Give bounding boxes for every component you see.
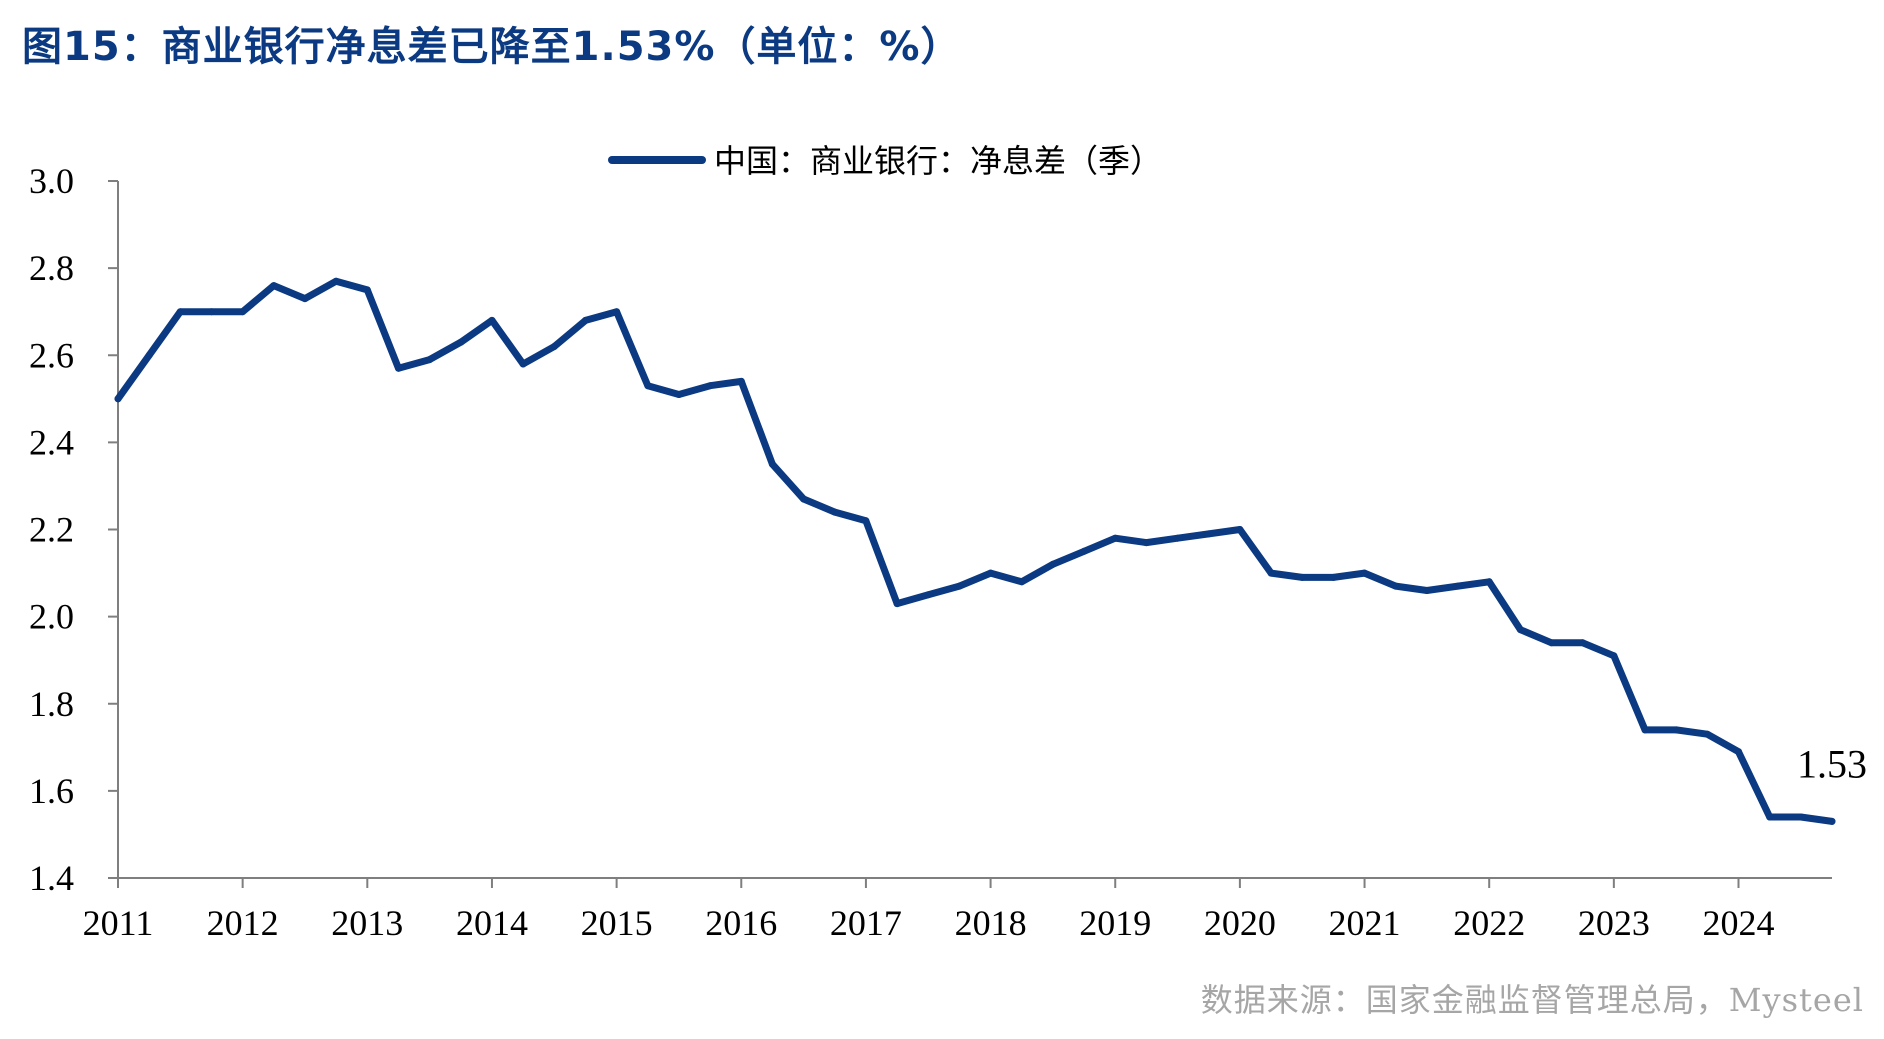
data-point: [1454, 582, 1462, 590]
y-tick-label: 2.4: [29, 422, 74, 462]
y-tick-label: 1.8: [29, 684, 74, 724]
data-point: [176, 308, 184, 316]
data-label: 1.53: [1797, 741, 1867, 786]
data-point: [613, 308, 621, 316]
data-point: [800, 495, 808, 503]
y-tick-label: 2.6: [29, 335, 74, 375]
x-tick-label: 2012: [207, 903, 279, 943]
data-point: [1423, 587, 1431, 594]
y-tick-label: 3.0: [29, 161, 74, 201]
data-point: [675, 391, 683, 398]
data-point: [239, 308, 247, 316]
x-tick-label: 2016: [705, 903, 777, 943]
data-point: [1703, 730, 1711, 738]
y-axis: 1.4 1.6 1.8 2.0 2.2 2.4 2.6 2.8 3.0: [29, 161, 119, 898]
data-point: [768, 460, 776, 468]
x-tick-label: 2024: [1703, 903, 1775, 943]
data-point: [145, 351, 153, 359]
data-point: [1361, 569, 1368, 577]
x-axis: 2011 2012 2013 2014 2015 2016 2017 2018 2019 2020…: [83, 877, 1832, 943]
y-tick-label: 2.2: [29, 510, 74, 550]
data-point: [1018, 578, 1026, 586]
x-tick-label: 2013: [331, 903, 403, 943]
source-note: 数据来源：国家金融监督管理总局，Mysteel: [1200, 981, 1864, 1019]
data-point: [1766, 813, 1774, 821]
data-point: [457, 338, 465, 346]
legend-label: 中国：商业银行：净息差（季）: [714, 142, 1162, 180]
data-point: [1392, 582, 1400, 590]
data-point: [301, 295, 309, 303]
data-point: [395, 364, 402, 372]
data-point: [519, 360, 527, 368]
data-point: [582, 316, 589, 324]
data-point: [737, 377, 745, 385]
data-point: [924, 591, 932, 599]
data-point: [1610, 652, 1618, 660]
data-point: [332, 277, 340, 285]
data-point: [1485, 578, 1493, 586]
data-point: [488, 316, 496, 324]
data-point: [1142, 539, 1150, 547]
data-point: [893, 600, 901, 608]
data-point: [1205, 530, 1213, 538]
y-tick-label: 1.6: [29, 771, 74, 811]
data-point: [550, 343, 558, 350]
x-tick-label: 2023: [1578, 903, 1650, 943]
data-point: [1828, 817, 1836, 825]
data-point: [1735, 748, 1742, 756]
data-point: [706, 382, 714, 390]
x-tick-label: 2011: [83, 903, 154, 943]
data-point: [208, 308, 215, 316]
data-point: [1267, 569, 1275, 577]
data-point: [862, 517, 870, 525]
data-point: [1579, 639, 1587, 647]
data-point: [1174, 534, 1182, 542]
x-tick-label: 2018: [955, 903, 1027, 943]
y-tick-label: 1.4: [29, 858, 74, 898]
data-point: [426, 356, 434, 364]
data-point: [831, 508, 839, 516]
x-tick-label: 2022: [1453, 903, 1525, 943]
series-layer: [114, 277, 1836, 825]
x-tick-label: 2020: [1204, 903, 1276, 943]
x-tick-label: 2014: [456, 903, 528, 943]
x-tick-label: 2015: [581, 903, 653, 943]
data-point: [1797, 813, 1805, 821]
data-point: [1049, 560, 1057, 568]
data-point: [1641, 726, 1649, 734]
data-point: [987, 569, 995, 577]
series-line: [114, 277, 1836, 825]
data-point: [1080, 547, 1088, 555]
data-point: [270, 282, 278, 290]
data-point: [1298, 573, 1306, 581]
data-point: [1672, 726, 1680, 734]
y-tick-label: 2.0: [29, 597, 74, 637]
x-tick-label: 2019: [1079, 903, 1151, 943]
data-point: [1548, 639, 1555, 647]
data-point: [955, 582, 963, 590]
legend: 中国：商业银行：净息差（季）: [608, 142, 1162, 180]
data-point: [1236, 526, 1244, 533]
data-point: [644, 382, 652, 390]
data-point: [363, 286, 371, 294]
chart-title: 图15：商业银行净息差已降至1.53%（单位：%）: [22, 24, 962, 70]
x-tick-label: 2017: [830, 903, 902, 943]
data-point: [114, 395, 122, 403]
data-point: [1329, 573, 1337, 581]
annotation-layer: 1.53: [1797, 741, 1867, 786]
y-tick-label: 2.8: [29, 248, 74, 288]
x-tick-label: 2021: [1329, 903, 1401, 943]
data-point: [1111, 534, 1119, 542]
data-point: [1516, 626, 1524, 634]
